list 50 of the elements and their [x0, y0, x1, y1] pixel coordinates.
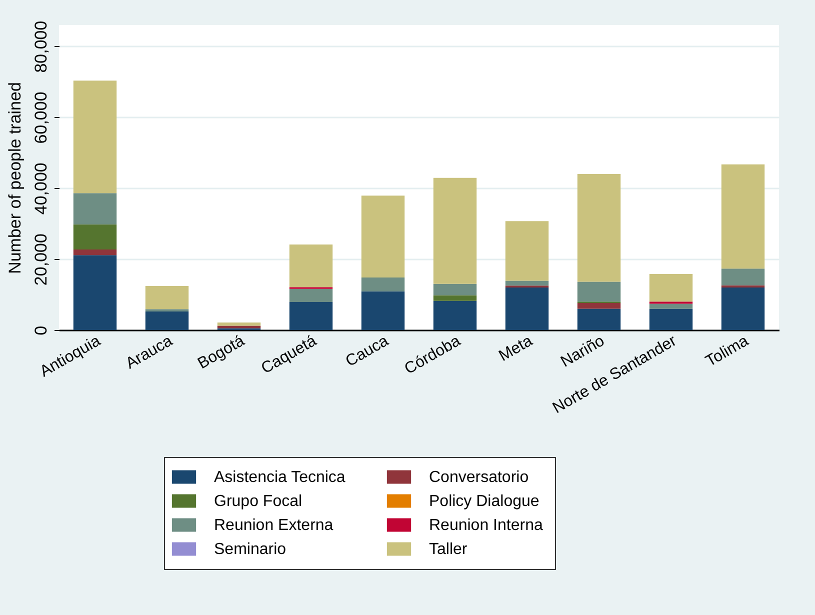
bar [649, 304, 693, 309]
bar [217, 322, 261, 326]
bar [73, 80, 117, 194]
legend-label: Seminario [214, 541, 286, 558]
legend-label: Reunion Interna [429, 517, 543, 534]
legend-label: Grupo Focal [214, 493, 302, 510]
y-tick-label: 60,000 [32, 92, 50, 144]
bar [73, 224, 117, 250]
bar [505, 287, 549, 330]
bar [73, 249, 117, 256]
bar [577, 303, 621, 309]
y-axis-title: Number of people trained [6, 82, 24, 274]
bar [433, 295, 477, 301]
x-tick-label: Meta [496, 332, 536, 366]
bar [73, 255, 117, 330]
y-tick-label: 40,000 [32, 162, 50, 215]
bar [433, 284, 477, 296]
bar [217, 326, 261, 328]
bar [721, 287, 765, 330]
legend-label: Policy Dialogue [429, 493, 540, 510]
y-tick-label: 0 [32, 326, 50, 336]
bar [289, 302, 333, 330]
bar [433, 178, 477, 284]
bar [433, 300, 477, 330]
x-tick-label: Tolima [702, 332, 752, 370]
bar [505, 221, 549, 281]
bar [289, 244, 333, 288]
legend-label: Taller [429, 541, 468, 558]
bar [649, 308, 693, 330]
y-tick-label: 20,000 [32, 234, 50, 286]
bar [73, 193, 117, 224]
legend-label: Reunion Externa [214, 517, 334, 534]
x-tick-label: Cauca [342, 332, 392, 370]
bar [649, 274, 693, 302]
bar [145, 312, 189, 330]
legend-label: Asistencia Tecnica [214, 469, 346, 486]
bar [505, 280, 549, 286]
y-tick-label: 80,000 [32, 20, 50, 73]
bar [577, 308, 621, 330]
bar [361, 291, 405, 330]
bar [145, 309, 189, 312]
bar [577, 282, 621, 302]
bar [721, 164, 765, 269]
bar [361, 278, 405, 292]
bar [145, 286, 189, 310]
bar [721, 268, 765, 286]
bar [577, 174, 621, 282]
bar [289, 288, 333, 302]
bar [361, 196, 405, 278]
legend-label: Conversatorio [429, 469, 529, 486]
